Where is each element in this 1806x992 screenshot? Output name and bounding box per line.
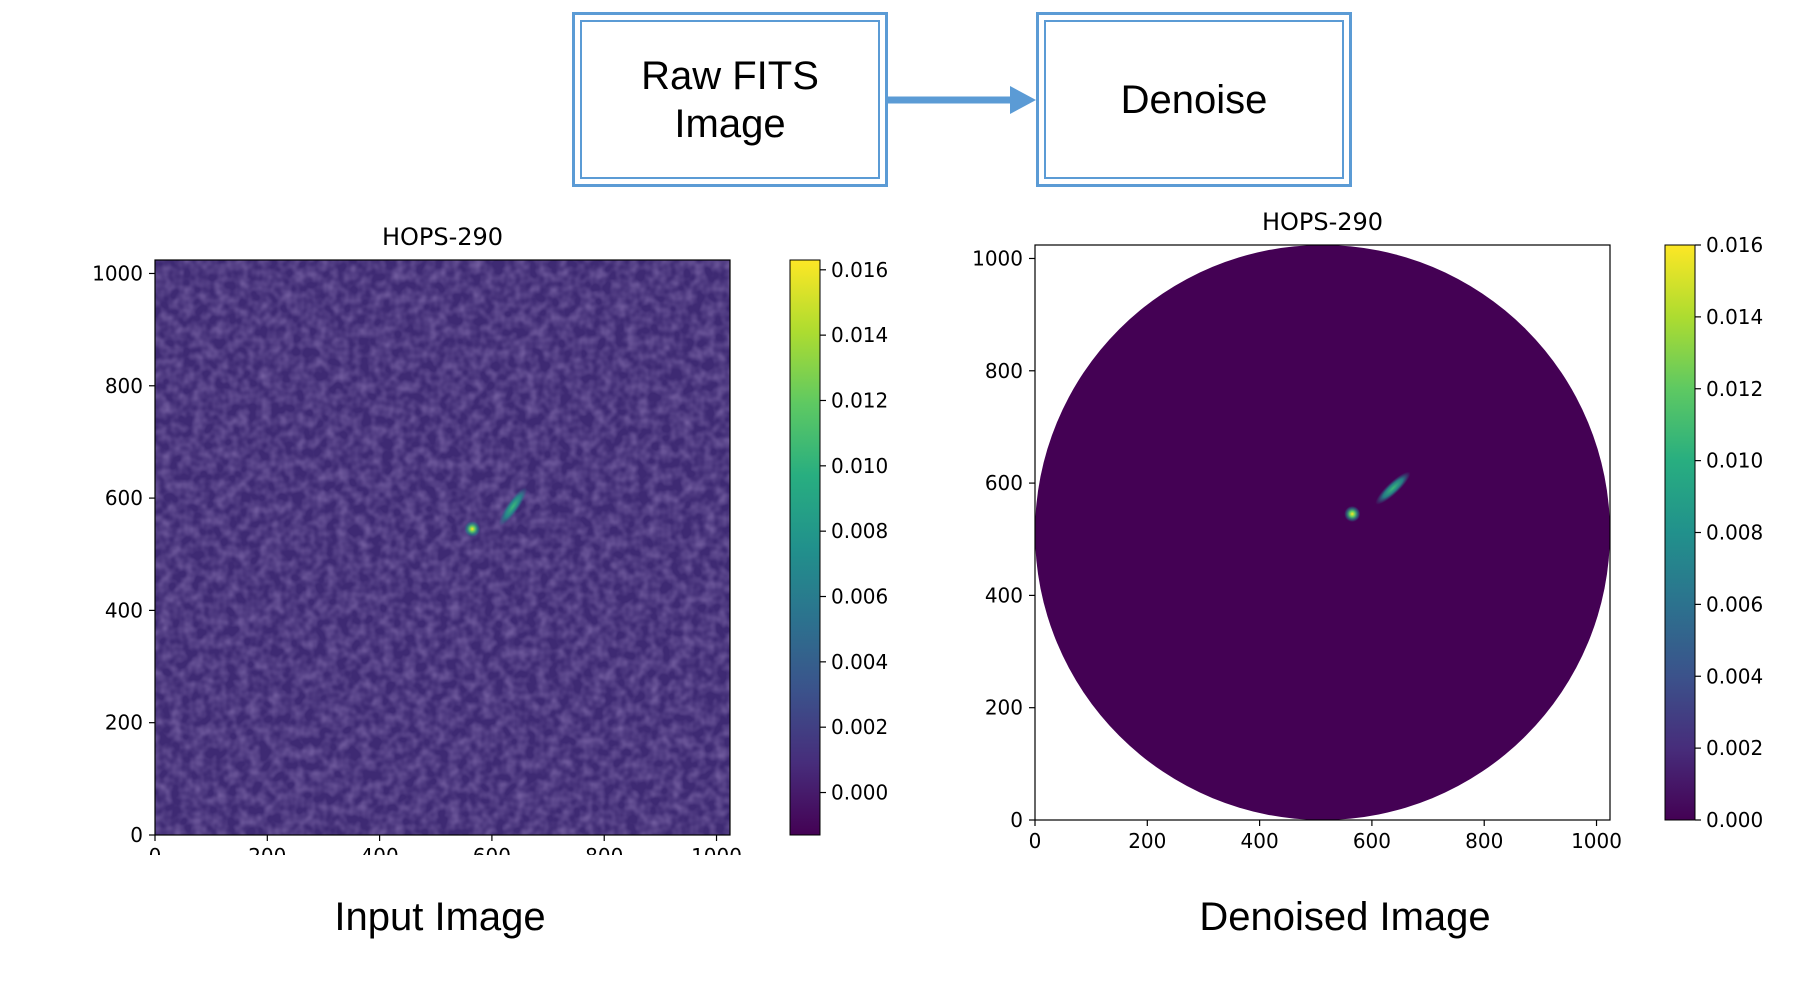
colorbar-tick-label: 0.008	[1706, 521, 1763, 545]
denoised-image-plot: HOPS-290 0 200 400 600 800 1000 0 200 400 600 800 10…	[972, 208, 1763, 853]
x-tick-label: 1000	[1571, 829, 1622, 853]
colorbar-tick-label: 0.004	[831, 650, 888, 674]
x-tick-label: 800	[1465, 829, 1503, 853]
plot-title: HOPS-290	[1262, 208, 1383, 236]
colorbar-tick-label: 0.008	[831, 519, 888, 543]
noise-texture	[155, 260, 730, 835]
denoised-image-caption: Denoised Image	[1199, 895, 1491, 939]
plot-title: HOPS-290	[382, 223, 503, 251]
colorbar-tick-label: 0.004	[1706, 664, 1763, 688]
colorbar-tick-label: 0.014	[1706, 305, 1763, 329]
colorbar	[1664, 244, 1696, 821]
x-tick-label: 400	[361, 844, 399, 855]
outflow-jet	[498, 487, 528, 526]
colorbar-tick-label: 0.010	[831, 454, 888, 478]
y-tick-label: 200	[105, 711, 143, 735]
colorbar-tick-label: 0.006	[831, 585, 888, 609]
y-tick-label: 200	[985, 696, 1023, 720]
plot-frame	[154, 259, 731, 836]
y-tick-label: 0	[1010, 808, 1023, 832]
point-source	[464, 520, 481, 537]
denoise-label: Denoise	[1044, 20, 1344, 179]
x-tick-label: 200	[248, 844, 286, 855]
colorbar-tick-label: 0.000	[1706, 808, 1763, 832]
x-tick-label: 0	[149, 844, 162, 855]
x-tick-label: 200	[1128, 829, 1166, 853]
y-tick-label: 400	[985, 583, 1023, 607]
y-tick-label: 800	[105, 374, 143, 398]
raw-fits-label: Raw FITS Image	[580, 20, 880, 179]
x-tick-label: 1000	[691, 844, 742, 855]
colorbar-tick-label: 0.012	[831, 388, 888, 412]
y-tick-label: 600	[985, 471, 1023, 495]
point-source	[1344, 505, 1361, 522]
y-tick-label: 400	[105, 598, 143, 622]
y-tick-label: 0	[130, 823, 143, 847]
y-tick-label: 800	[985, 359, 1023, 383]
x-tick-label: 800	[585, 844, 623, 855]
colorbar-tick-label: 0.012	[1706, 377, 1763, 401]
colorbar-tick-label: 0.006	[1706, 592, 1763, 616]
x-tick-label: 600	[473, 844, 511, 855]
colorbar-tick-label: 0.000	[831, 781, 888, 805]
input-image-plot: HOPS-290 0 200 400 600 800 1000 0 200 400 600 800 10…	[92, 223, 888, 855]
colorbar-tick-label: 0.014	[831, 323, 888, 347]
colorbar-tick-label: 0.010	[1706, 449, 1763, 473]
denoise-box: Denoise	[1036, 12, 1352, 187]
colorbar-tick-label: 0.002	[831, 715, 888, 739]
colorbar-tick-label: 0.016	[1706, 233, 1763, 257]
y-tick-label: 1000	[92, 261, 143, 285]
x-tick-label: 0	[1029, 829, 1042, 853]
y-tick-label: 600	[105, 486, 143, 510]
x-tick-label: 400	[1241, 829, 1279, 853]
y-tick-label: 1000	[972, 246, 1023, 270]
outflow-jet	[1375, 471, 1411, 505]
colorbar-tick-label: 0.002	[1706, 736, 1763, 760]
circular-mask-region	[1035, 245, 1610, 820]
plot-frame	[1034, 244, 1611, 821]
flow-arrow	[886, 86, 1036, 114]
x-tick-label: 600	[1353, 829, 1391, 853]
colorbar-tick-label: 0.016	[831, 258, 888, 282]
colorbar	[789, 259, 821, 836]
raw-fits-box: Raw FITS Image	[572, 12, 888, 187]
input-image-caption: Input Image	[334, 895, 546, 939]
